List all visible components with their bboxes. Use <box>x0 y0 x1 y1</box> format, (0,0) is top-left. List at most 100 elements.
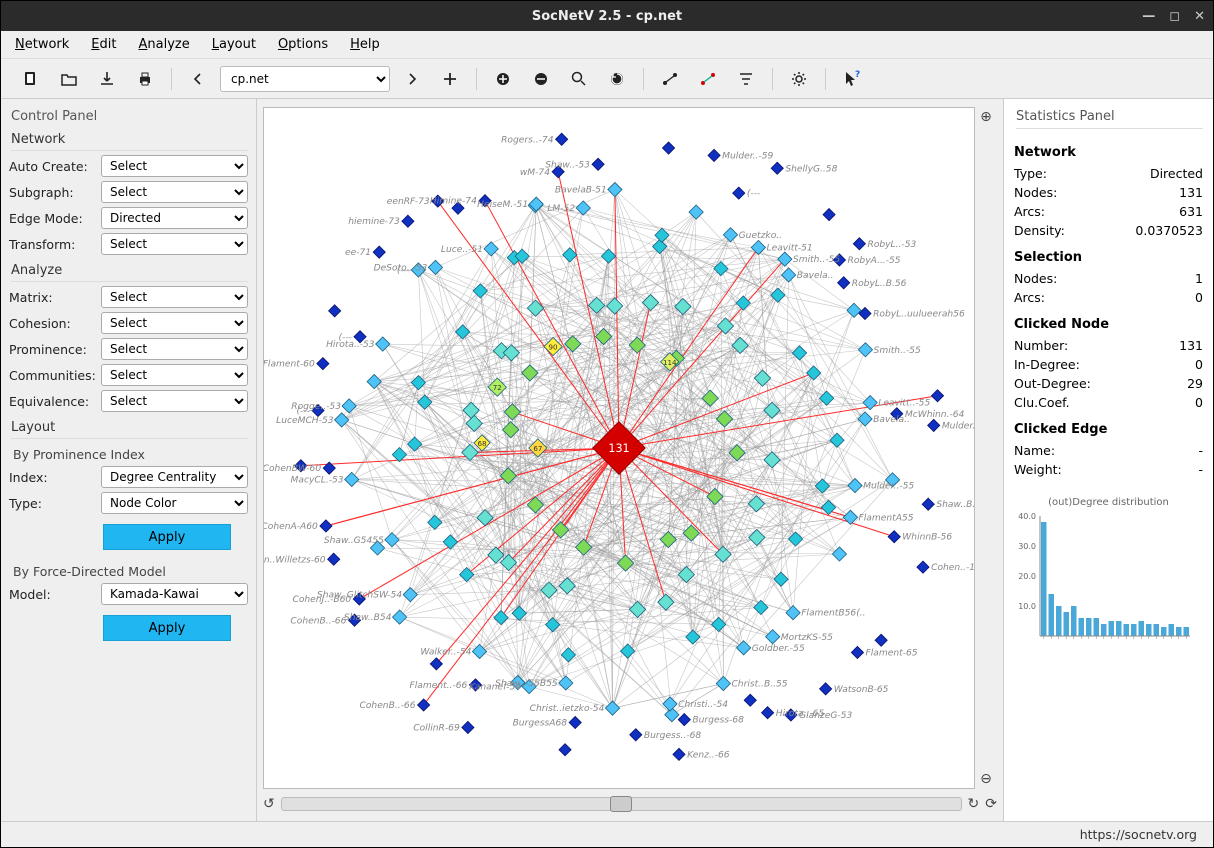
type-select[interactable]: Node Color <box>101 492 248 514</box>
rotate-cw-icon[interactable]: ↻ <box>968 796 980 812</box>
index-select[interactable]: Degree Centrality <box>101 466 248 488</box>
main-area: Control Panel Network Auto Create:Select… <box>1 99 1213 821</box>
file-combo[interactable]: cp.net <box>220 66 390 92</box>
edge-straight-icon[interactable] <box>654 65 686 93</box>
svg-text:ee-71: ee-71 <box>345 248 371 258</box>
model-select[interactable]: Kamada-Kawai <box>101 583 248 605</box>
svg-text:CohenBW-60: CohenBW-60 <box>264 464 321 474</box>
new-file-icon[interactable] <box>15 65 47 93</box>
minimize-icon[interactable]: — <box>1142 9 1155 24</box>
zoom-out-icon[interactable]: ⊖ <box>980 771 992 787</box>
search-icon[interactable] <box>563 65 595 93</box>
stats-clicked-node-head: Clicked Node <box>1014 317 1203 332</box>
forward-icon[interactable] <box>396 65 428 93</box>
ce-weight-value: - <box>1198 462 1203 477</box>
svg-text:Guetzko..: Guetzko.. <box>739 231 782 241</box>
rotate-ccw-icon[interactable]: ↺ <box>263 796 275 812</box>
communities-select[interactable]: Select <box>101 364 248 386</box>
help-pointer-icon[interactable]: ? <box>836 65 868 93</box>
maximize-icon[interactable]: ◻ <box>1169 9 1180 24</box>
svg-text:Mulder..-56: Mulder..-56 <box>942 421 974 431</box>
statistics-panel: Statistics Panel Network Type:Directed N… <box>1003 99 1213 821</box>
svg-text:Christ..ietzko-54: Christ..ietzko-54 <box>530 704 605 714</box>
filter-icon[interactable] <box>730 65 762 93</box>
ce-name-label: Name: <box>1014 443 1055 458</box>
add-icon[interactable] <box>434 65 466 93</box>
stats-clicked-edge-head: Clicked Edge <box>1014 422 1203 437</box>
svg-text:Shaw..G5455: Shaw..G5455 <box>324 536 384 546</box>
transform-select[interactable]: Select <box>101 233 248 255</box>
settings-icon[interactable] <box>783 65 815 93</box>
svg-text:BavelaB-51: BavelaB-51 <box>555 186 607 196</box>
svg-text:FlamentA55: FlamentA55 <box>859 513 914 523</box>
zoom-slider[interactable] <box>281 797 962 811</box>
remove-node-icon[interactable] <box>525 65 557 93</box>
svg-text:CohenB..-66: CohenB..-66 <box>290 616 346 626</box>
ce-name-value: - <box>1198 443 1203 458</box>
window-controls: — ◻ ✕ <box>1142 9 1205 24</box>
zoom-controls: ⊕ ⊖ <box>975 107 997 789</box>
model-label: Model: <box>9 587 101 602</box>
open-file-icon[interactable] <box>53 65 85 93</box>
stat-nodes-value: 131 <box>1179 185 1203 200</box>
svg-text:FlamentB56(..: FlamentB56(.. <box>801 609 865 619</box>
print-icon[interactable] <box>129 65 161 93</box>
section-network: Network <box>11 132 248 151</box>
svg-text:CollinR-69: CollinR-69 <box>413 723 460 733</box>
network-canvas[interactable]: 67689011472131McWhinn.-64Shaw..B..nz-64C… <box>263 107 975 789</box>
communities-label: Communities: <box>9 368 101 383</box>
add-node-icon[interactable] <box>487 65 519 93</box>
svg-text:Rogge..-53: Rogge..-53 <box>291 402 341 412</box>
svg-text:Shaw..-53: Shaw..-53 <box>545 160 590 170</box>
close-icon[interactable]: ✕ <box>1194 9 1205 24</box>
auto-create-select[interactable]: Select <box>101 155 248 177</box>
toolbar-separator <box>476 68 477 90</box>
cohesion-select[interactable]: Select <box>101 312 248 334</box>
prominence-select[interactable]: Select <box>101 338 248 360</box>
menu-help[interactable]: Help <box>350 37 380 52</box>
reload-icon[interactable] <box>601 65 633 93</box>
svg-text:WatsonB-65: WatsonB-65 <box>834 685 889 695</box>
stat-density-label: Density: <box>1014 223 1065 238</box>
menu-layout[interactable]: Layout <box>212 37 256 52</box>
apply-prominence-button[interactable]: Apply <box>103 524 231 550</box>
dist-chart-title: (out)Degree distribution <box>1014 497 1203 508</box>
zoom-in-icon[interactable]: ⊕ <box>980 109 992 125</box>
prominence-label: Prominence: <box>9 342 101 357</box>
svg-text:Christi..-54: Christi..-54 <box>678 700 728 710</box>
stat-type-label: Type: <box>1014 166 1047 181</box>
toolbar-separator <box>825 68 826 90</box>
svg-text:Flament..-66: Flament..-66 <box>409 681 467 691</box>
toolbar-separator <box>643 68 644 90</box>
network-graph[interactable]: 67689011472131McWhinn.-64Shaw..B..nz-64C… <box>264 108 974 788</box>
menu-analyze[interactable]: Analyze <box>138 37 189 52</box>
stat-density-value: 0.0370523 <box>1135 223 1203 238</box>
window-title: SocNetV 2.5 - cp.net <box>532 9 682 24</box>
download-icon[interactable] <box>91 65 123 93</box>
svg-text:RobyL..B.56: RobyL..B.56 <box>852 279 907 289</box>
ce-weight-label: Weight: <box>1014 462 1062 477</box>
footer-url[interactable]: https://socnetv.org <box>1080 827 1197 842</box>
svg-text:Smith..-55: Smith..-55 <box>793 255 840 265</box>
svg-text:Flament-65: Flament-65 <box>866 648 918 658</box>
subgraph-select[interactable]: Select <box>101 181 248 203</box>
equivalence-select[interactable]: Select <box>101 390 248 412</box>
menu-options[interactable]: Options <box>278 37 328 52</box>
transform-label: Transform: <box>9 237 101 252</box>
svg-text:40.0: 40.0 <box>1018 512 1036 521</box>
matrix-select[interactable]: Select <box>101 286 248 308</box>
degree-distribution-chart: 40.030.020.010.0 <box>1014 510 1194 650</box>
svg-text:Bavela..: Bavela.. <box>797 271 834 281</box>
reset-view-icon[interactable]: ⟳ <box>985 796 997 812</box>
stats-selection-head: Selection <box>1014 250 1203 265</box>
svg-text:CohenA-A60: CohenA-A60 <box>264 522 318 532</box>
menu-edit[interactable]: Edit <box>91 37 116 52</box>
svg-text:(---: (--- <box>397 266 410 276</box>
menu-network[interactable]: Network <box>15 37 69 52</box>
apply-force-button[interactable]: Apply <box>103 615 231 641</box>
svg-text:HeiseM.-51: HeiseM.-51 <box>477 200 528 210</box>
edge-mode-select[interactable]: Directed <box>101 207 248 229</box>
svg-text:MortzKS-55: MortzKS-55 <box>781 633 833 643</box>
back-icon[interactable] <box>182 65 214 93</box>
edge-colored-icon[interactable] <box>692 65 724 93</box>
